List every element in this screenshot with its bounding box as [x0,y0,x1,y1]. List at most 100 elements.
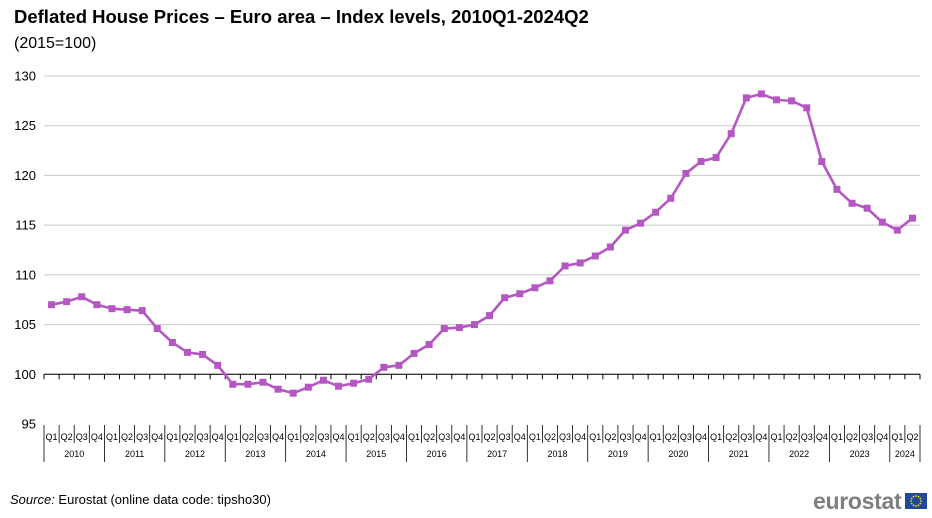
data-point [138,307,146,315]
year-label: 2024 [895,449,915,459]
flag-star [915,505,918,507]
quarter-label: Q2 [181,432,193,442]
quarter-label: Q4 [514,432,526,442]
data-point [712,154,720,162]
data-point [335,382,343,390]
quarter-label: Q1 [529,432,541,442]
x-axis: Q1 Q2 Q3 Q4 Q1 Q2 Q3 Q4 Q1 Q2 Q3 Q4 Q1 Q2 Q3 Q4 Q1 Q2 Q3 Q4… [43,373,921,462]
data-point [350,379,358,387]
data-point [319,376,327,384]
y-axis: 95 100 105 110 115 120 125 130 [14,69,36,432]
flag-star [919,497,922,500]
quarter-label: Q2 [846,432,858,442]
data-point [863,204,871,212]
quarter-label: Q4 [574,432,586,442]
quarter-label: Q3 [378,432,390,442]
quarter-label: Q3 [861,432,873,442]
data-point [455,324,463,332]
grid-lines [44,75,920,375]
quarter-label: Q3 [136,432,148,442]
chart-subtitle: (2015=100) [14,35,97,52]
quarter-label: Q4 [151,432,163,442]
data-series [48,90,916,397]
data-point [742,94,750,102]
data-point [168,338,176,346]
quarter-label: Q4 [272,432,284,442]
source-note: Source: Eurostat (online data code: tips… [10,492,271,507]
data-point [848,199,856,207]
quarter-label: Q2 [604,432,616,442]
data-point [788,97,796,105]
year-label: 2018 [548,449,568,459]
data-point [697,158,705,166]
data-point [244,380,252,388]
quarter-label: Q3 [740,432,752,442]
data-point [199,350,207,358]
quarter-label: Q1 [831,432,843,442]
data-point [48,301,56,309]
data-point [727,130,735,138]
quarter-label: Q4 [816,432,828,442]
data-point [229,380,237,388]
quarter-label: Q1 [227,432,239,442]
quarter-label: Q2 [61,432,73,442]
quarter-label: Q1 [650,432,662,442]
data-point [516,290,524,298]
flag-star [917,495,920,498]
quarter-label: Q1 [408,432,420,442]
year-label: 2023 [850,449,870,459]
year-label: 2014 [306,449,326,459]
quarter-label: Q2 [302,432,314,442]
year-label: 2020 [668,449,688,459]
flag-star [915,495,918,497]
year-label: 2022 [789,449,809,459]
data-point [289,389,297,397]
data-point [501,294,509,302]
data-point [757,90,765,98]
year-label: 2016 [427,449,447,459]
data-point [561,262,569,270]
data-point [108,305,116,313]
year-label: 2013 [245,449,265,459]
quarter-label: Q2 [725,432,737,442]
y-tick-label: 130 [14,69,36,84]
quarter-label: Q3 [257,432,269,442]
flag-star [917,504,920,507]
y-tick-label: 105 [14,317,36,332]
data-point [667,194,675,202]
y-tick-label: 100 [14,367,36,382]
data-point [833,185,841,193]
data-point [637,219,645,227]
quarter-label: Q4 [876,432,888,442]
data-point [470,321,478,329]
data-point [153,325,161,333]
year-label: 2019 [608,449,628,459]
y-tick-label: 120 [14,168,36,183]
quarter-label: Q1 [166,432,178,442]
data-point [591,252,599,260]
year-label: 2021 [729,449,749,459]
data-point [652,208,660,216]
quarter-label: Q4 [212,432,224,442]
data-point [486,312,494,320]
source-text: Eurostat (online data code: tipsho30) [54,492,271,507]
data-point [440,325,448,333]
source-label: Source: [10,492,55,507]
data-point [773,96,781,104]
data-point [304,383,312,391]
data-point [259,378,267,386]
year-label: 2010 [64,449,84,459]
data-point [63,298,71,306]
flag-star [910,500,913,502]
data-point [274,385,282,393]
quarter-label: Q1 [589,432,601,442]
quarter-label: Q2 [786,432,798,442]
y-tick-label: 115 [15,218,36,233]
quarter-label: Q1 [771,432,783,442]
chart-title: Deflated House Prices – Euro area – Inde… [14,6,589,27]
quarter-label: Q1 [710,432,722,442]
quarter-label: Q2 [242,432,254,442]
data-point [908,214,916,222]
quarter-label: Q2 [363,432,375,442]
